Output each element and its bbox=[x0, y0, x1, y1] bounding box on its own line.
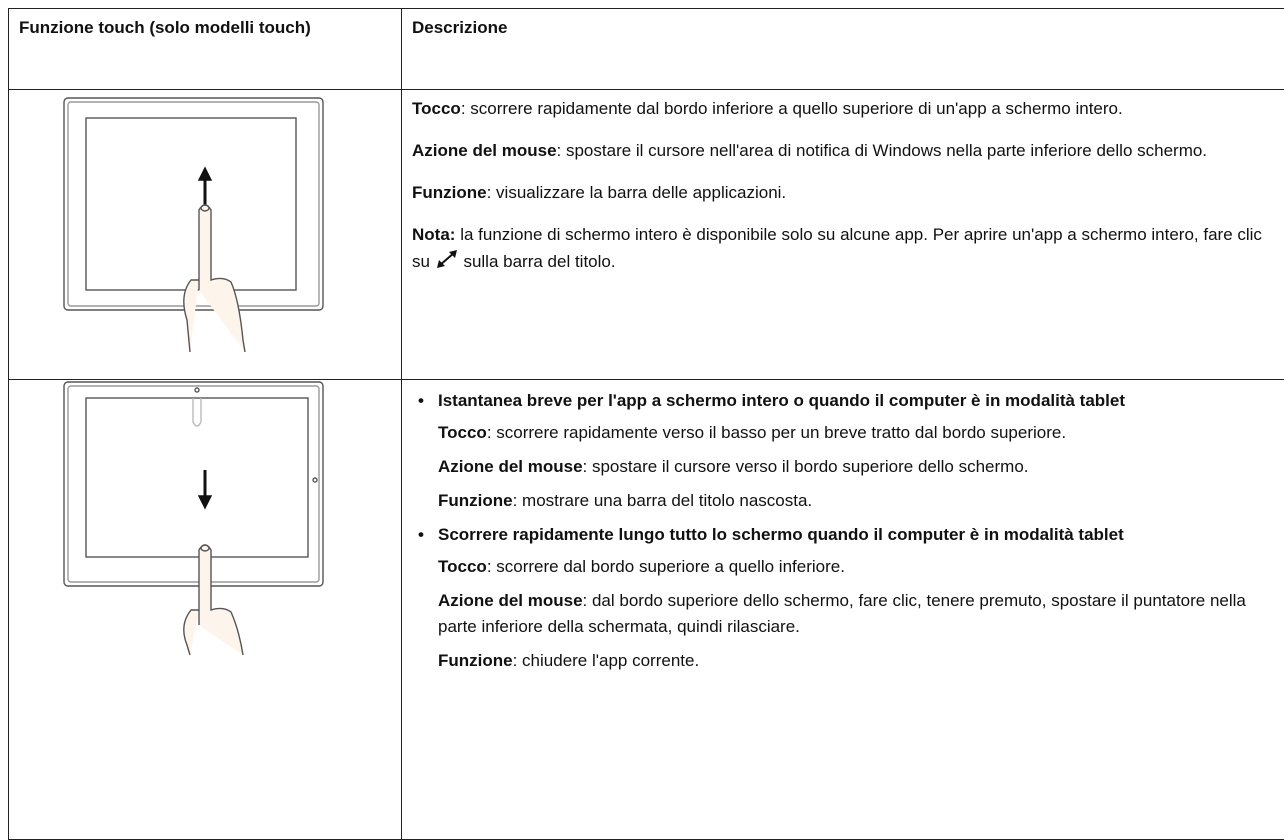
text: : visualizzare la barra delle applicazio… bbox=[487, 183, 787, 202]
label: Funzione bbox=[412, 183, 487, 202]
text: : scorrere rapidamente dal bordo inferio… bbox=[461, 99, 1123, 118]
text: : mostrare una barra del titolo nascosta… bbox=[513, 491, 813, 510]
fullscreen-icon bbox=[435, 248, 459, 270]
touch-table: Funzione touch (solo modelli touch) Desc… bbox=[8, 8, 1284, 840]
bullet: • bbox=[418, 388, 424, 414]
table-row: Tocco: scorrere rapidamente dal bordo in… bbox=[9, 90, 1284, 380]
label: Tocco bbox=[438, 423, 487, 442]
paragraph: Azione del mouse: spostare il cursore ne… bbox=[412, 138, 1278, 164]
paragraph: Tocco: scorrere dal bordo superiore a qu… bbox=[438, 554, 1278, 580]
header-cell: Funzione touch (solo modelli touch) bbox=[9, 9, 402, 90]
swipe-up-illustration bbox=[9, 90, 381, 378]
paragraph: Nota: la funzione di schermo intero è di… bbox=[412, 222, 1278, 275]
text: : scorrere dal bordo superiore a quello … bbox=[487, 557, 845, 576]
paragraph: Tocco: scorrere rapidamente verso il bas… bbox=[438, 420, 1278, 446]
header-cell: Descrizione bbox=[402, 9, 1284, 90]
text: : scorrere rapidamente verso il basso pe… bbox=[487, 423, 1066, 442]
label: Funzione bbox=[438, 491, 513, 510]
label: Tocco bbox=[438, 557, 487, 576]
paragraph: Funzione: chiudere l'app corrente. bbox=[438, 648, 1278, 674]
item-heading: Scorrere rapidamente lungo tutto lo sche… bbox=[438, 522, 1278, 548]
label: Azione del mouse bbox=[438, 457, 583, 476]
paragraph: Azione del mouse: spostare il cursore ve… bbox=[438, 454, 1278, 480]
text: : spostare il cursore nell'area di notif… bbox=[557, 141, 1208, 160]
paragraph: Funzione: mostrare una barra del titolo … bbox=[438, 488, 1278, 514]
description-cell: • Istantanea breve per l'app a schermo i… bbox=[402, 380, 1284, 840]
label: Azione del mouse bbox=[438, 591, 583, 610]
list-item: • Istantanea breve per l'app a schermo i… bbox=[412, 388, 1278, 514]
list-item: • Scorrere rapidamente lungo tutto lo sc… bbox=[412, 522, 1278, 674]
table-row: • Istantanea breve per l'app a schermo i… bbox=[9, 380, 1284, 840]
text: sulla barra del titolo. bbox=[463, 252, 615, 271]
bullet: • bbox=[418, 522, 424, 548]
label: Nota: bbox=[412, 225, 455, 244]
description-cell: Tocco: scorrere rapidamente dal bordo in… bbox=[402, 90, 1284, 380]
swipe-down-illustration bbox=[9, 380, 381, 660]
paragraph: Azione del mouse: dal bordo superiore de… bbox=[438, 588, 1278, 640]
text: : chiudere l'app corrente. bbox=[513, 651, 700, 670]
label: Tocco bbox=[412, 99, 461, 118]
item-heading: Istantanea breve per l'app a schermo int… bbox=[438, 388, 1278, 414]
paragraph: Funzione: visualizzare la barra delle ap… bbox=[412, 180, 1278, 206]
header-row: Funzione touch (solo modelli touch) Desc… bbox=[9, 9, 1284, 90]
image-cell bbox=[9, 90, 402, 380]
text: : spostare il cursore verso il bordo sup… bbox=[583, 457, 1029, 476]
image-cell bbox=[9, 380, 402, 840]
label: Funzione bbox=[438, 651, 513, 670]
paragraph: Tocco: scorrere rapidamente dal bordo in… bbox=[412, 96, 1278, 122]
label: Azione del mouse bbox=[412, 141, 557, 160]
